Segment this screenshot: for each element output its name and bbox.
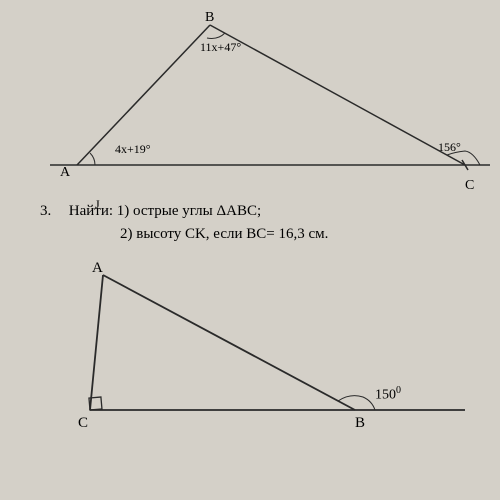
problem-part2: 2) высоту CK, если BC= 16,3 см. [120,226,328,242]
vertex2-c-label: C [78,415,88,432]
vertex-c-label: C [465,178,474,194]
angle-a-label: 4x+19° [115,142,151,157]
vertex2-b-label: B [355,415,365,432]
problem-part1: 1) острые углы ΔABC; [117,203,261,219]
angle-ext-c-label: 156° [438,140,461,155]
label-j: J [95,195,100,213]
vertex2-a-label: A [92,260,103,277]
vertex-a-label: A [60,165,70,181]
problem-number: 3. [40,200,65,223]
triangle2-svg [10,255,490,435]
triangle-diagram-2: A C B 1500 [10,255,490,435]
angle-b-label: 11x+47° [200,40,241,55]
angle-150-label: 1500 [375,385,401,404]
triangle1-svg [10,10,490,190]
problem-text: J 3. Найти: 1) острые углы ΔABC; 2) высо… [40,200,490,245]
triangle-diagram-1: B A C 11x+47° 4x+19° 156° [10,10,490,190]
find-label: Найти: [69,203,113,219]
vertex-b-label: B [205,10,214,26]
